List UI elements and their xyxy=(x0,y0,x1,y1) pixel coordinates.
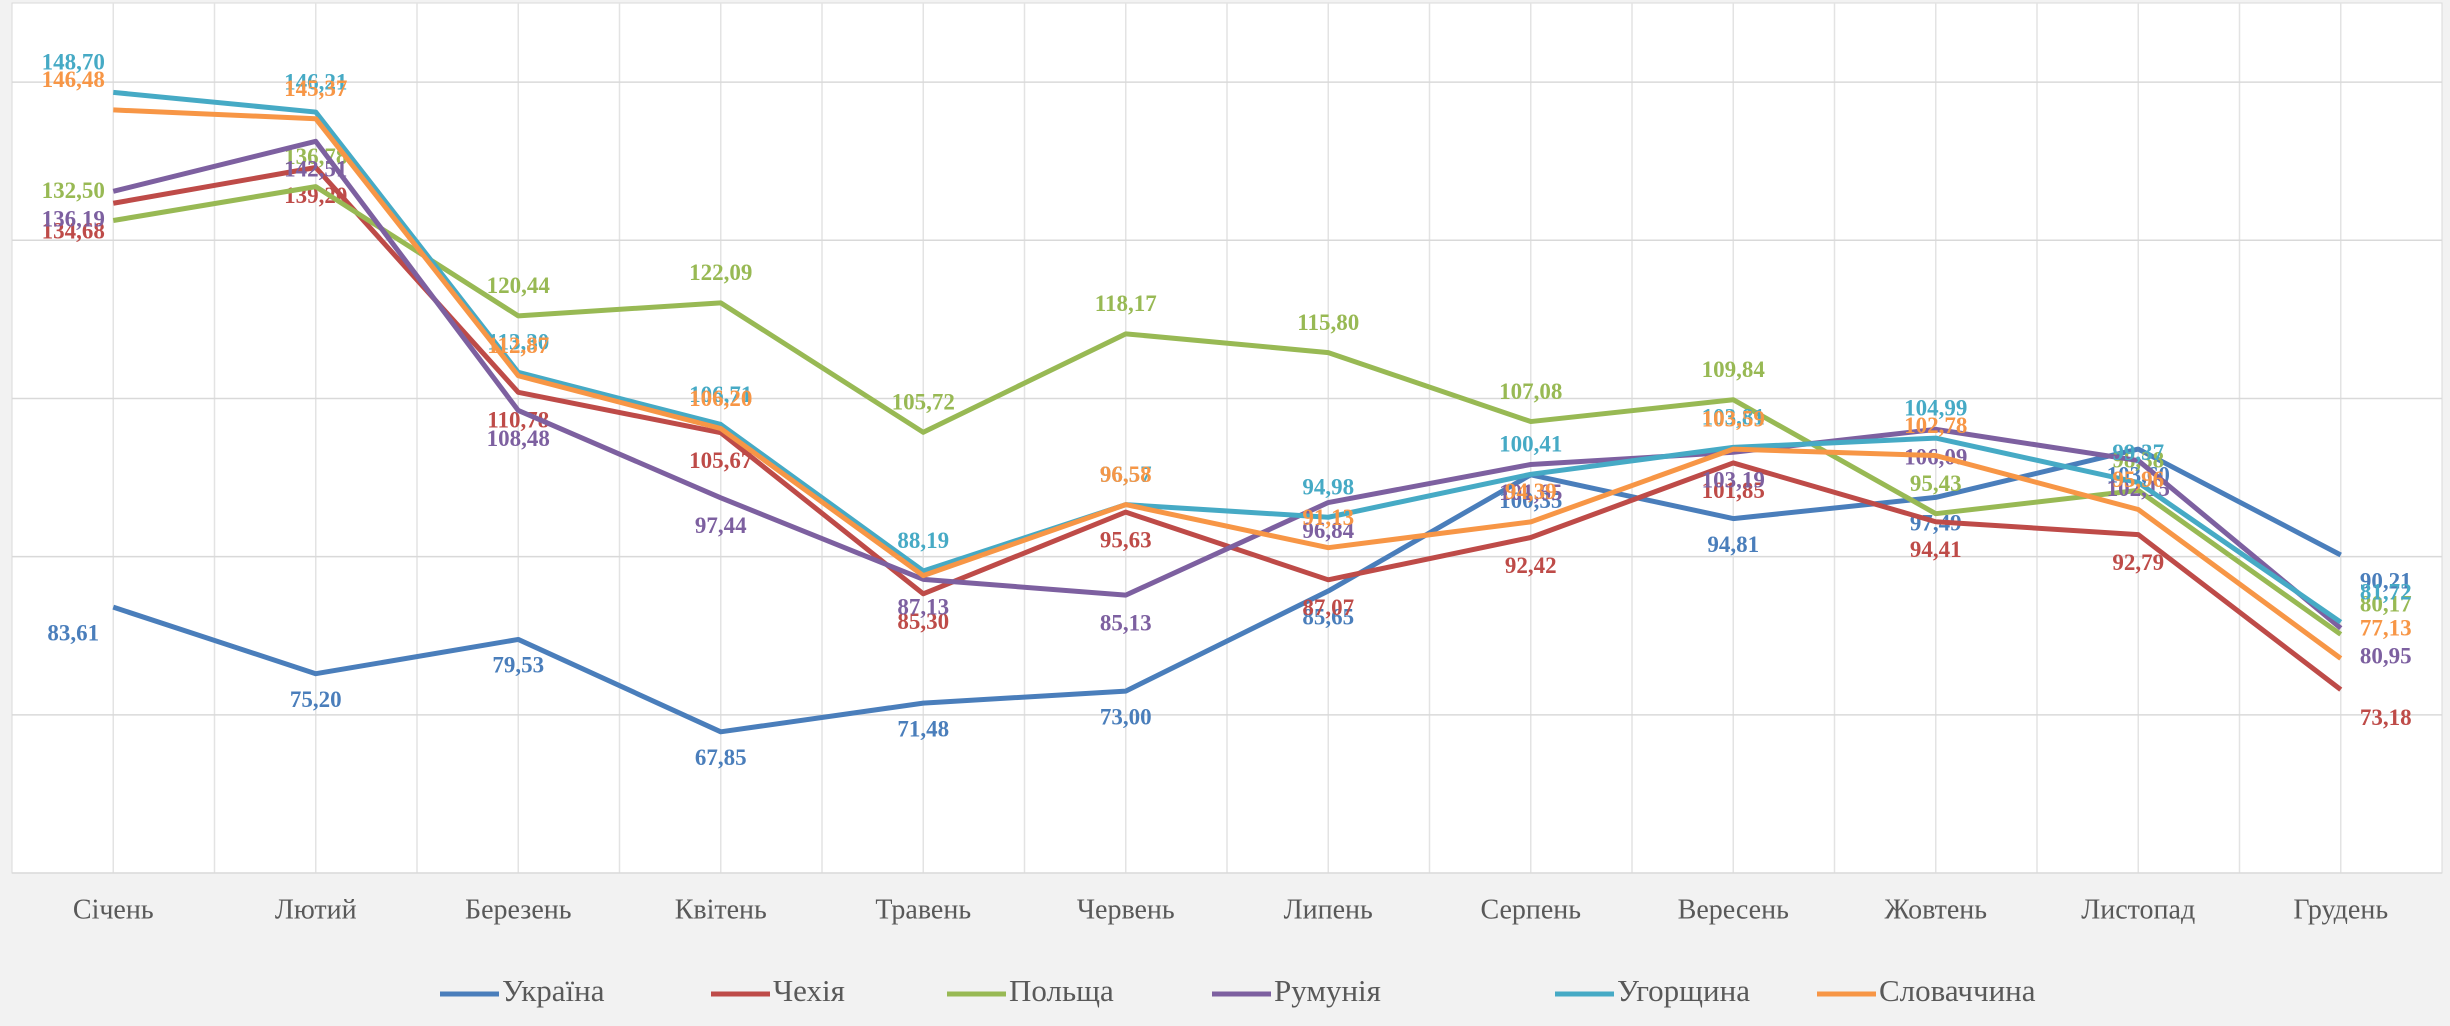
x-tick-label: Січень xyxy=(73,894,154,925)
data-label: 101,65 xyxy=(1499,480,1562,505)
series-line xyxy=(113,107,2343,661)
x-tick-label: Серпень xyxy=(1480,894,1581,925)
data-label: 109,84 xyxy=(1702,357,1766,382)
data-label: 71,48 xyxy=(897,716,949,741)
data-label: 95,96 xyxy=(2112,467,2164,492)
data-label: 88,19 xyxy=(897,528,949,553)
data-label: 106,71 xyxy=(689,382,752,407)
x-tick-label: Вересень xyxy=(1678,894,1789,925)
data-label: 95,43 xyxy=(1910,471,1962,496)
x-tick-label: Травень xyxy=(875,894,971,925)
data-label: 142,51 xyxy=(284,157,347,182)
data-label: 134,68 xyxy=(42,219,105,244)
x-tick-label: Листопад xyxy=(2081,894,2195,925)
series-line xyxy=(112,165,2343,692)
x-tick-label: Червень xyxy=(1077,894,1175,925)
data-label: 103,19 xyxy=(1702,468,1765,493)
data-label: 83,61 xyxy=(47,620,99,645)
x-tick-label: Квітень xyxy=(675,894,767,925)
data-label: 85,30 xyxy=(897,609,949,634)
data-label: 100,41 xyxy=(1499,432,1562,457)
data-label: 73,00 xyxy=(1100,704,1152,729)
data-label: 145,37 xyxy=(284,76,347,101)
data-label: 77,13 xyxy=(2360,616,2412,641)
data-label: 107,08 xyxy=(1499,379,1562,404)
data-label: 80,17 xyxy=(2360,592,2412,617)
data-label: 85,13 xyxy=(1100,610,1152,635)
data-label: 95,63 xyxy=(1100,527,1152,552)
data-label: 96,57 xyxy=(1100,462,1152,487)
legend-label: Україна xyxy=(502,973,605,1008)
data-label: 132,50 xyxy=(42,178,105,203)
legend-label: Чехія xyxy=(773,973,845,1008)
data-label: 85,65 xyxy=(1302,604,1354,629)
x-tick-label: Жовтень xyxy=(1884,894,1987,925)
data-label: 105,67 xyxy=(689,448,752,473)
data-label: 148,70 xyxy=(42,50,105,75)
data-label: 115,80 xyxy=(1297,310,1359,335)
x-tick-label: Грудень xyxy=(2293,894,2388,925)
series-line xyxy=(112,446,2342,735)
series-line xyxy=(112,138,2343,631)
series-line xyxy=(112,184,2343,637)
data-label: 87,07 xyxy=(1302,595,1354,620)
data-label: 103,81 xyxy=(1702,405,1765,430)
legend-label: Угорщина xyxy=(1617,973,1750,1008)
data-label: 96,58 xyxy=(1100,462,1152,487)
data-label: 136,19 xyxy=(42,207,105,232)
data-label: 118,17 xyxy=(1095,291,1157,316)
data-label: 73,18 xyxy=(2360,705,2412,730)
data-label: 122,09 xyxy=(689,260,752,285)
data-label: 91,13 xyxy=(1302,505,1354,530)
legend-label: Польща xyxy=(1009,973,1114,1008)
data-label: 101,85 xyxy=(1702,478,1765,503)
legend-label: Румунія xyxy=(1274,973,1381,1008)
data-label: 105,72 xyxy=(892,390,955,415)
data-label: 87,13 xyxy=(897,595,949,620)
data-label: 112,87 xyxy=(487,333,549,358)
x-tick-label: Липень xyxy=(1284,894,1373,925)
x-tick-label: Березень xyxy=(465,894,572,925)
data-label: 92,42 xyxy=(1505,553,1557,578)
data-label: 90,21 xyxy=(2360,568,2412,593)
data-label: 79,53 xyxy=(492,653,544,678)
data-label: 97,44 xyxy=(695,513,747,538)
data-label: 80,95 xyxy=(2360,643,2412,668)
data-label: 146,21 xyxy=(284,69,347,94)
x-tick-label: Лютий xyxy=(275,894,357,925)
data-label: 92,79 xyxy=(2112,550,2164,575)
data-label: 75,20 xyxy=(290,687,342,712)
data-label: 67,85 xyxy=(695,745,747,770)
data-label: 94,41 xyxy=(1910,537,1962,562)
data-label: 96,84 xyxy=(1302,518,1354,543)
data-label: 94,98 xyxy=(1302,475,1354,500)
data-label: 108,48 xyxy=(487,426,550,451)
data-label: 94,39 xyxy=(1505,479,1557,504)
data-label: 103,59 xyxy=(1702,406,1765,431)
data-label: 99,37 xyxy=(2112,440,2164,465)
data-label: 146,48 xyxy=(42,67,105,92)
data-label: 104,99 xyxy=(1904,395,1967,420)
data-label: 102,78 xyxy=(1904,413,1967,438)
data-label: 106,20 xyxy=(689,386,752,411)
data-label: 120,44 xyxy=(487,273,551,298)
data-label: 100,35 xyxy=(1499,488,1562,513)
data-label: 94,81 xyxy=(1707,532,1759,557)
data-label: 81,72 xyxy=(2360,579,2412,604)
legend-label: Словаччина xyxy=(1879,973,2036,1008)
